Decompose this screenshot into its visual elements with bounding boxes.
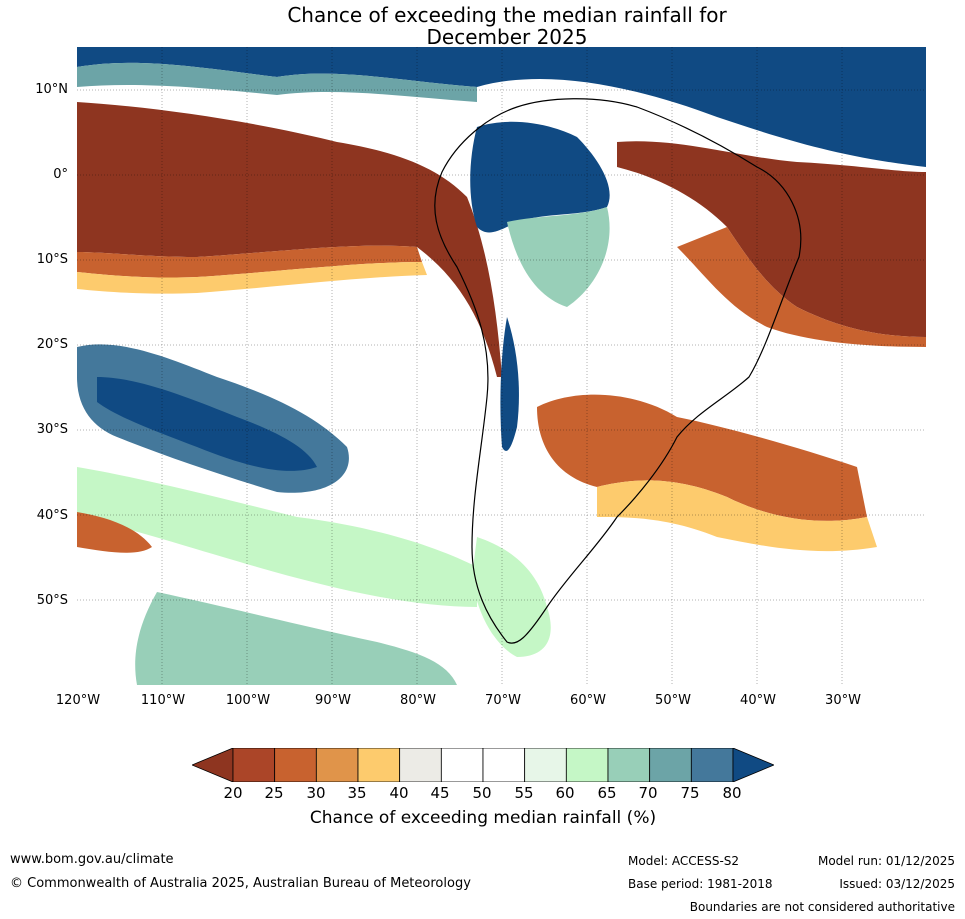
region-atlantic-dry-edge	[677, 227, 926, 347]
region-north-moist	[77, 62, 477, 102]
rainfall-map-svg	[77, 47, 926, 685]
lon-label-50w: 50°W	[655, 693, 691, 708]
lat-label-10n: 10°N	[35, 82, 68, 97]
lon-label-80w: 80°W	[400, 693, 436, 708]
colorbar-segment	[690, 748, 734, 782]
lon-label-90w: 90°W	[315, 693, 351, 708]
region-amazon-moist	[507, 207, 610, 307]
colorbar-tick-70: 70	[638, 784, 658, 802]
region-sesa-dry	[537, 394, 867, 521]
lon-label-120w: 120°W	[55, 693, 101, 708]
region-pacific-dry-fringe	[77, 262, 427, 294]
lat-label-40s: 40°S	[36, 508, 68, 523]
region-amazon-wet	[470, 121, 610, 233]
colorbar-segment	[357, 748, 401, 782]
colorbar-segment	[482, 748, 526, 782]
colorbar-segment	[399, 748, 442, 782]
lat-label-10s: 10°S	[36, 252, 68, 267]
title-line-1: Chance of exceeding the median rainfall …	[287, 3, 727, 27]
colorbar-segment	[565, 748, 609, 782]
lat-label-30s: 30°S	[36, 422, 68, 437]
lon-label-60w: 60°W	[570, 693, 606, 708]
boundaries-disclaimer: Boundaries are not considered authoritat…	[689, 900, 955, 914]
colorbar-segment	[607, 748, 651, 782]
colorbar-tick-20: 20	[223, 784, 243, 802]
region-sesa-dry-fringe	[597, 480, 877, 552]
colorbar-segments	[192, 748, 774, 782]
region-pacific-dry-edge	[77, 245, 422, 278]
region-southwest-dry	[77, 512, 152, 553]
colorbar-segment	[440, 748, 484, 782]
colorbar-tick-25: 25	[264, 784, 284, 802]
lat-label-0: 0°	[53, 167, 68, 182]
region-south-pacific-moist	[77, 467, 477, 607]
colorbar-tick-80: 80	[722, 784, 742, 802]
colorbar-tick-65: 65	[597, 784, 617, 802]
colorbar-tick-35: 35	[347, 784, 367, 802]
region-south-pacific-moist-2	[135, 592, 457, 685]
colorbar-segment	[315, 748, 359, 782]
model-name: Model: ACCESS-S2	[628, 854, 740, 868]
region-south-pacific-wet-core	[97, 377, 317, 471]
lon-label-100w: 100°W	[225, 693, 271, 708]
colorbar-tick-30: 30	[306, 784, 326, 802]
region-atlantic-dry	[617, 141, 926, 337]
rainfall-map[interactable]	[77, 47, 926, 685]
colorbar-segment	[232, 748, 276, 782]
region-patagonia-moist	[472, 537, 551, 657]
title-line-2: December 2025	[426, 25, 588, 49]
model-run-date: Model run: 01/12/2025	[817, 854, 955, 868]
colorbar-min-arrow	[192, 748, 234, 782]
colorbar-segment	[649, 748, 692, 782]
issued-date: Issued: 03/12/2025	[839, 877, 955, 891]
map-title: Chance of exceeding the median rainfall …	[0, 4, 965, 48]
colorbar-title: Chance of exceeding median rainfall (%)	[309, 808, 657, 828]
colorbar-tick-45: 45	[430, 784, 450, 802]
copyright-text: © Commonwealth of Australia 2025, Austra…	[10, 876, 471, 891]
graticule	[77, 47, 926, 685]
base-period: Base period: 1981-2018	[628, 877, 773, 891]
lon-label-40w: 40°W	[740, 693, 776, 708]
website-link[interactable]: www.bom.gov.au/climate	[10, 852, 174, 867]
colorbar-segment	[274, 748, 317, 782]
colorbar-max-arrow	[732, 748, 774, 782]
colorbar-tick-60: 60	[555, 784, 575, 802]
region-north-wet	[77, 47, 926, 167]
region-pacific-dry	[77, 102, 502, 377]
lon-label-70w: 70°W	[485, 693, 521, 708]
colorbar-tick-55: 55	[514, 784, 534, 802]
lat-label-50s: 50°S	[36, 593, 68, 608]
colorbar-tick-75: 75	[680, 784, 700, 802]
colorbar-tick-50: 50	[472, 784, 492, 802]
colorbar-tick-40: 40	[389, 784, 409, 802]
region-andes-wet	[500, 317, 519, 451]
colorbar	[192, 748, 774, 782]
lat-label-20s: 20°S	[36, 337, 68, 352]
colorbar-segment	[524, 748, 567, 782]
lon-label-110w: 110°W	[140, 693, 186, 708]
lon-label-30w: 30°W	[825, 693, 861, 708]
